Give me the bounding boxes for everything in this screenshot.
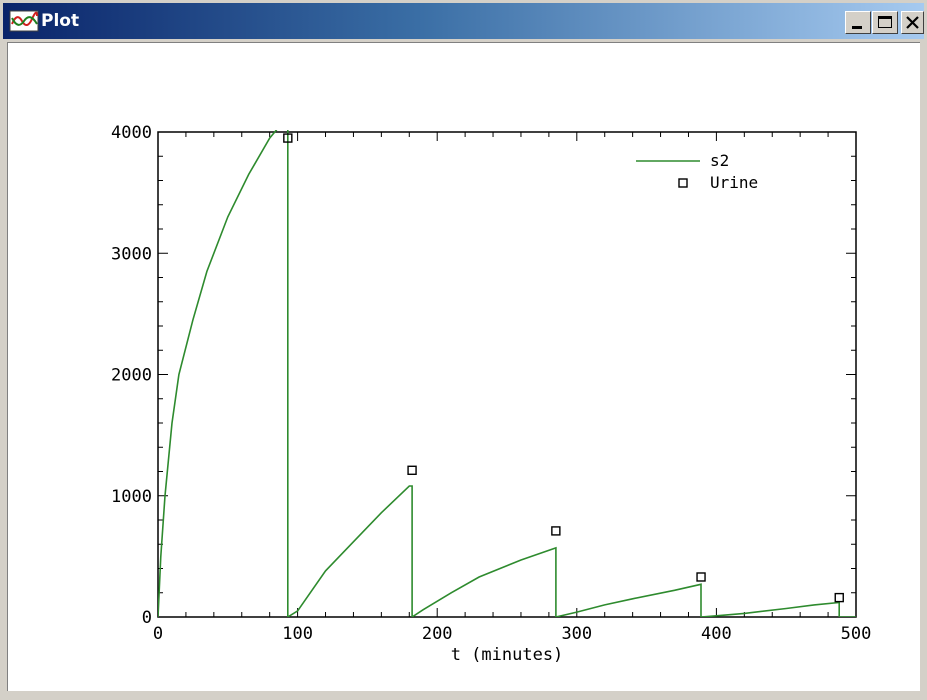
y-tick-label: 1000 xyxy=(111,487,152,507)
legend-urine-label: Urine xyxy=(710,173,758,192)
urine-data-point xyxy=(696,572,706,582)
line-chart: 0 100 200 300 400 500 0 1000 2000 3000 4000 s2 Urin… xyxy=(111,123,871,665)
title-bar[interactable]: Plot xyxy=(3,3,924,39)
x-tick-label: 500 xyxy=(841,624,872,644)
y-tick-label: 0 xyxy=(142,608,152,628)
y-tick-label: 2000 xyxy=(111,366,152,386)
x-tick-label: 300 xyxy=(561,624,592,644)
legend-s2-label: s2 xyxy=(710,151,729,170)
maximize-icon xyxy=(878,16,892,28)
urine-data-point xyxy=(283,133,293,143)
x-tick-label: 100 xyxy=(282,624,313,644)
s2-series-line-segment-5 xyxy=(700,601,840,617)
axes: 0 100 200 300 400 500 0 1000 2000 3000 4000 xyxy=(111,123,871,644)
series-layer xyxy=(158,130,856,617)
urine-data-point xyxy=(834,592,844,603)
legend: s2 Urine xyxy=(636,151,758,192)
maximize-button[interactable] xyxy=(872,11,898,34)
s2-series-line-segment-4 xyxy=(555,583,702,617)
close-button[interactable] xyxy=(901,11,924,34)
minimize-button[interactable] xyxy=(845,11,871,34)
x-tick-label: 0 xyxy=(153,624,163,644)
close-icon xyxy=(906,16,919,29)
y-tick-label: 3000 xyxy=(111,244,152,264)
plot-frame xyxy=(157,131,857,618)
s2-series-line-segment-1 xyxy=(158,130,289,617)
minimize-icon xyxy=(852,26,862,29)
plot-app-icon xyxy=(9,10,39,32)
urine-data-point xyxy=(551,526,561,536)
x-tick-label: 400 xyxy=(701,624,732,644)
x-axis-label: t (minutes) xyxy=(451,645,564,665)
y-tick-label: 4000 xyxy=(111,123,152,143)
legend-urine-swatch xyxy=(678,178,688,188)
plot-canvas-area: 0 100 200 300 400 500 0 1000 2000 3000 4000 s2 Urin… xyxy=(7,42,920,691)
x-tick-label: 200 xyxy=(422,624,453,644)
urine-data-point xyxy=(407,465,417,475)
window-title: Plot xyxy=(41,11,80,31)
s2-series-line-segment-3 xyxy=(411,546,557,617)
s2-series-line-segment-2 xyxy=(287,485,413,617)
